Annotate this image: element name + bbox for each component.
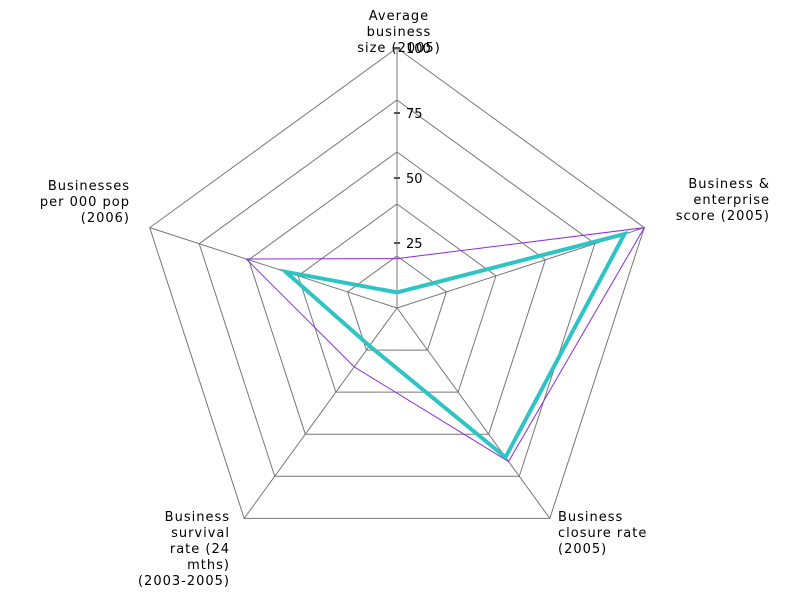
radar-series [244,227,646,463]
radar-spokes [149,48,645,519]
tick-label-25: 25 [406,237,423,252]
spoke-3 [396,307,551,519]
tick-label-100: 100 [406,42,431,57]
axis-label-4: Business survival rate (24 mths) (2003-2005) [138,510,230,589]
radial-tick-labels: 25 50 75 100 [394,42,431,252]
axis-label-1: Average business size (2005) [357,9,441,56]
grid-ring-2 [297,203,497,393]
series-2-line [278,231,629,461]
radar-grid [149,47,645,519]
tick-label-75: 75 [406,107,423,122]
axis-label-3: Business closure rate (2005) [558,510,647,557]
axis-label-5: Businesses per 000 pop (2006) [40,179,130,226]
grid-ring-5 [149,47,645,519]
axis-labels: Average business size (2005) Business & ente… [40,9,770,589]
spoke-5 [149,227,398,309]
grid-ring-4 [198,99,596,477]
tick-label-50: 50 [406,172,423,187]
grid-ring-3 [248,151,546,435]
axis-label-2: Business & enterprise score (2005) [676,177,770,224]
series-1-line [244,227,646,463]
spoke-4 [243,307,398,519]
